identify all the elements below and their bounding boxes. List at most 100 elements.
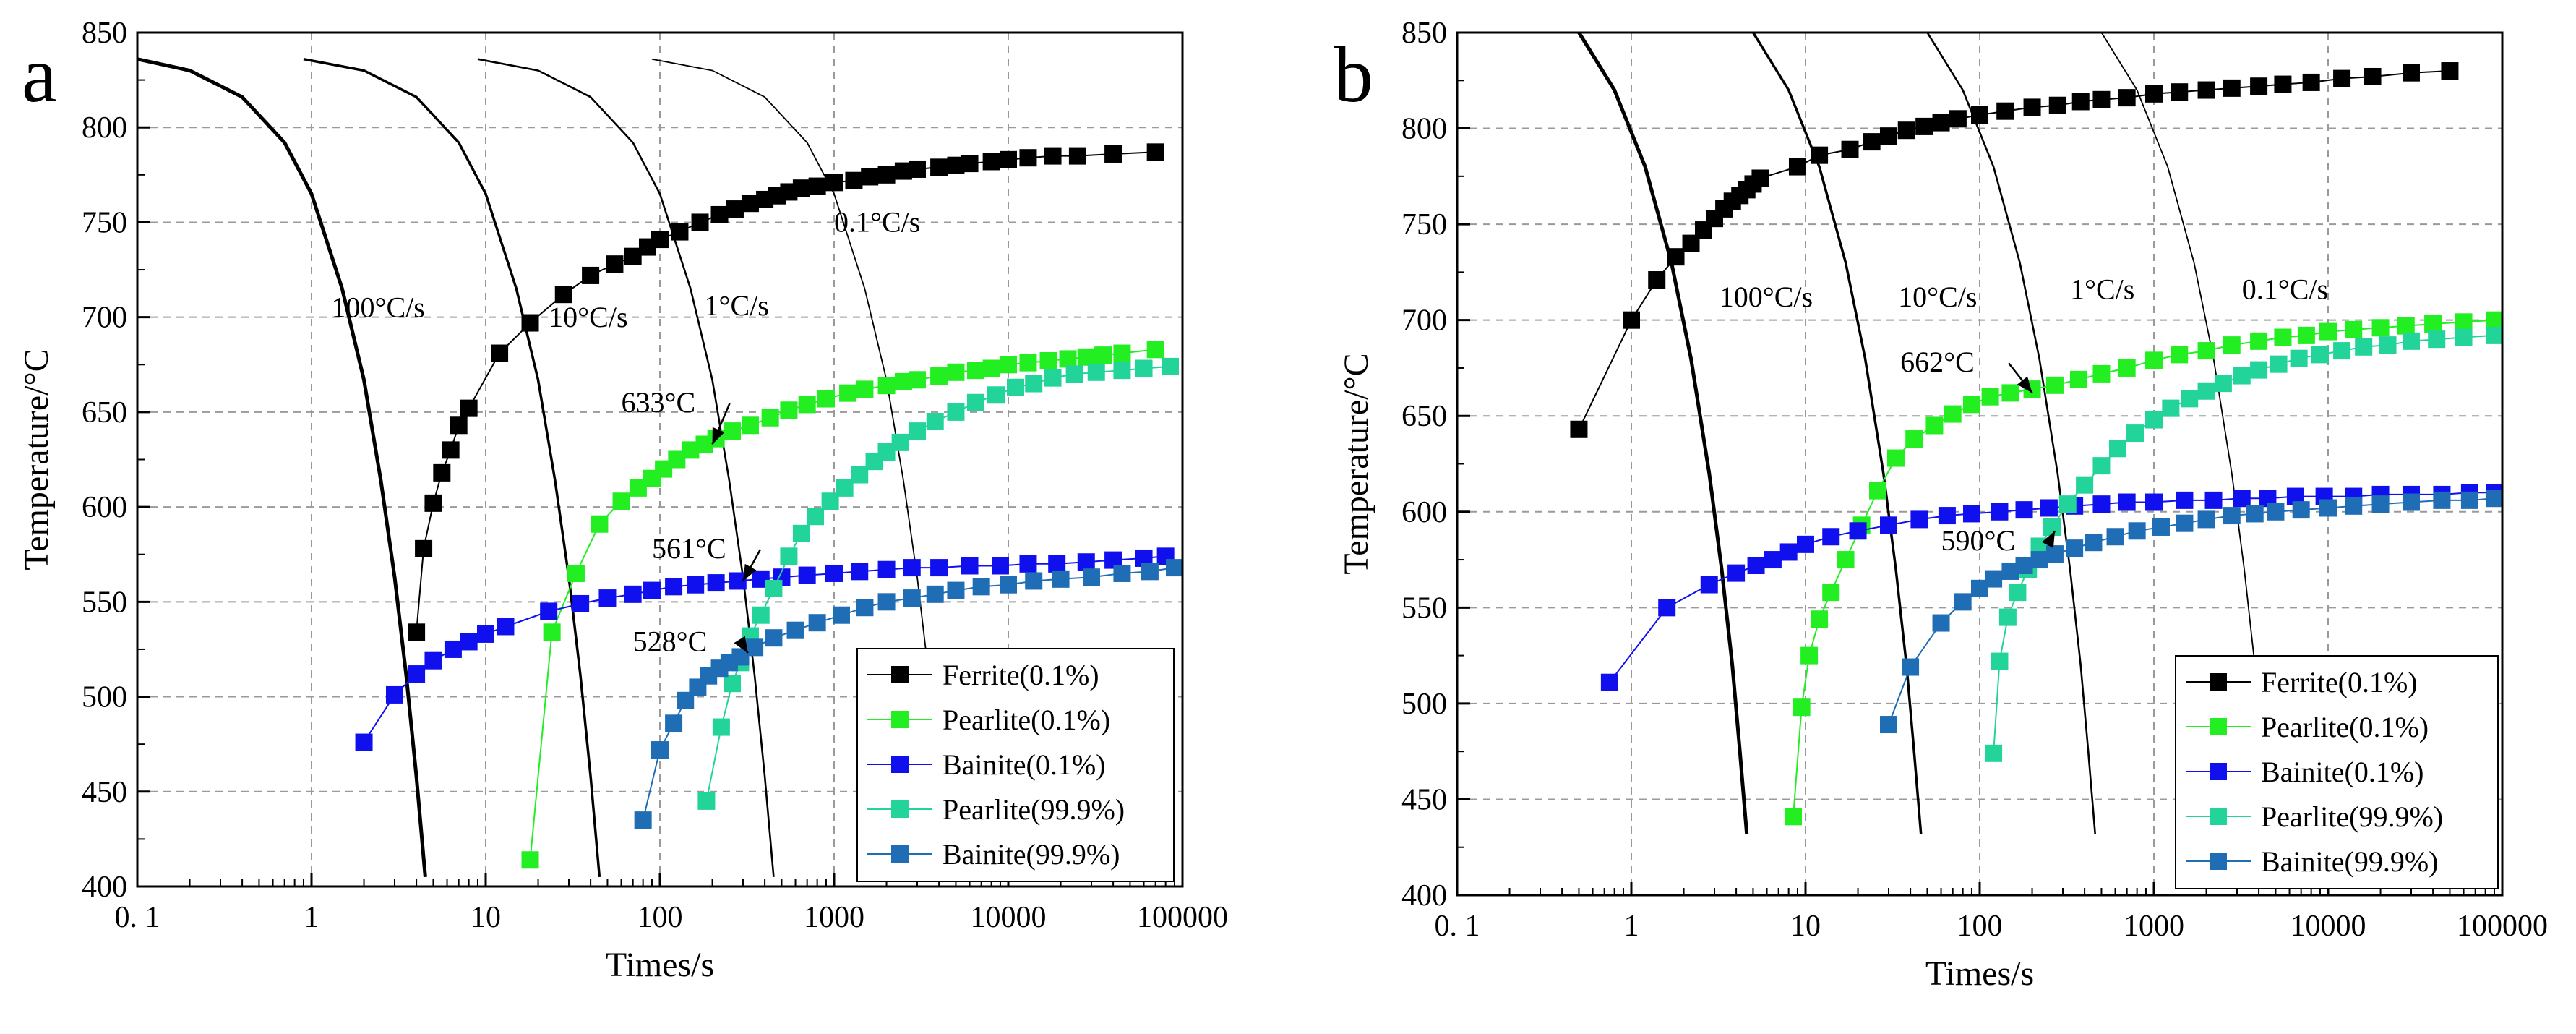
data-point — [1025, 375, 1043, 393]
data-point — [408, 665, 426, 683]
x-tick-label: 10000 — [2291, 910, 2366, 943]
legend-item: Pearlite(0.1%) — [2186, 711, 2429, 743]
data-point — [2204, 491, 2223, 509]
data-point — [624, 585, 642, 603]
data-point — [1902, 658, 1920, 676]
series-ferrite-0-1- — [408, 143, 1164, 641]
x-tick-label: 1000 — [2124, 910, 2184, 943]
cooling-curve — [137, 57, 427, 878]
data-point — [832, 606, 850, 624]
data-point — [1077, 348, 1095, 366]
data-point — [1800, 646, 1819, 665]
data-point — [1879, 516, 1897, 534]
data-point — [724, 422, 742, 440]
data-point — [972, 578, 990, 596]
legend-label: Pearlite(0.1%) — [943, 704, 1110, 736]
data-point — [2402, 64, 2420, 82]
data-point — [1869, 482, 1887, 500]
data-point — [1648, 270, 1666, 289]
data-point — [2233, 367, 2251, 385]
legend-label: Pearlite(99.9%) — [943, 793, 1125, 826]
data-point — [982, 359, 1000, 377]
data-point — [1747, 557, 1765, 575]
plot-frame — [1456, 31, 2504, 897]
cooling-rate-label: 100°C/s — [331, 291, 424, 324]
data-point — [521, 851, 539, 869]
series-pearlite-0-1- — [521, 341, 1164, 869]
data-point — [1019, 149, 1037, 167]
data-point — [598, 589, 617, 607]
data-point — [851, 563, 869, 581]
data-point — [1700, 576, 1718, 594]
data-point — [651, 741, 669, 759]
data-point — [1667, 248, 1685, 266]
data-point — [2176, 514, 2194, 532]
data-point — [930, 367, 948, 385]
data-point — [1779, 543, 1798, 561]
data-point — [808, 614, 826, 632]
data-point — [1623, 311, 1640, 329]
x-tick-label: 0. 1 — [1435, 910, 1480, 943]
data-point — [792, 179, 810, 197]
series-bainite-99-9- — [634, 559, 1182, 829]
data-point — [2181, 390, 2199, 408]
data-point — [2118, 359, 2136, 377]
data-point — [2128, 522, 2146, 540]
data-point — [442, 441, 460, 459]
data-point — [2071, 93, 2090, 111]
data-point — [786, 621, 804, 639]
data-point — [1000, 576, 1017, 594]
data-point — [2009, 584, 2027, 602]
temperature-annotation: 633°C — [622, 386, 696, 419]
data-point — [2355, 338, 2373, 356]
annotation-arrow-head — [2041, 531, 2055, 548]
data-point — [2460, 491, 2478, 509]
data-point — [761, 409, 779, 427]
legend-marker — [2210, 718, 2227, 735]
data-point — [2066, 539, 2084, 557]
data-point — [1044, 147, 1062, 165]
data-point — [2250, 361, 2268, 379]
y-axis-title: Temperature/°C — [1337, 353, 1375, 574]
data-point — [792, 524, 810, 542]
data-point — [1784, 808, 1802, 826]
data-point — [2424, 315, 2442, 333]
series-bainite-99-9- — [1879, 490, 2502, 734]
data-point — [385, 685, 403, 704]
data-point — [712, 718, 730, 736]
data-point — [947, 581, 965, 599]
data-point — [707, 574, 725, 592]
annotation-arrow-head — [742, 563, 757, 581]
y-tick-label: 550 — [1401, 591, 1447, 625]
data-point — [2197, 382, 2215, 400]
data-point — [2333, 69, 2351, 87]
data-point — [450, 416, 468, 435]
plot-area — [137, 57, 1182, 878]
data-point — [2397, 317, 2415, 335]
legend-item: Pearlite(0.1%) — [867, 704, 1110, 736]
data-point — [1087, 363, 1105, 381]
legend-marker — [891, 800, 909, 818]
legend-marker — [2210, 673, 2227, 691]
data-point — [2108, 440, 2126, 458]
legend-label: Ferrite(0.1%) — [943, 659, 1099, 691]
data-point — [1879, 716, 1897, 734]
data-point — [1991, 503, 2009, 521]
data-point — [2045, 545, 2064, 563]
legend-label: Bainite(0.1%) — [943, 748, 1106, 781]
data-point — [2485, 326, 2502, 344]
data-point — [2092, 364, 2111, 383]
data-point — [903, 559, 921, 577]
data-point — [903, 589, 921, 607]
data-point — [591, 515, 609, 533]
y-tick-label: 600 — [1401, 496, 1447, 529]
y-tick-label: 650 — [82, 396, 127, 430]
y-tick-label: 850 — [82, 17, 127, 50]
data-point — [2106, 528, 2124, 546]
x-tick-label: 10000 — [971, 901, 1047, 934]
data-point — [982, 153, 1000, 171]
data-point — [1822, 528, 1840, 546]
data-point — [543, 623, 561, 641]
data-point — [1000, 356, 1017, 374]
data-point — [780, 547, 798, 565]
